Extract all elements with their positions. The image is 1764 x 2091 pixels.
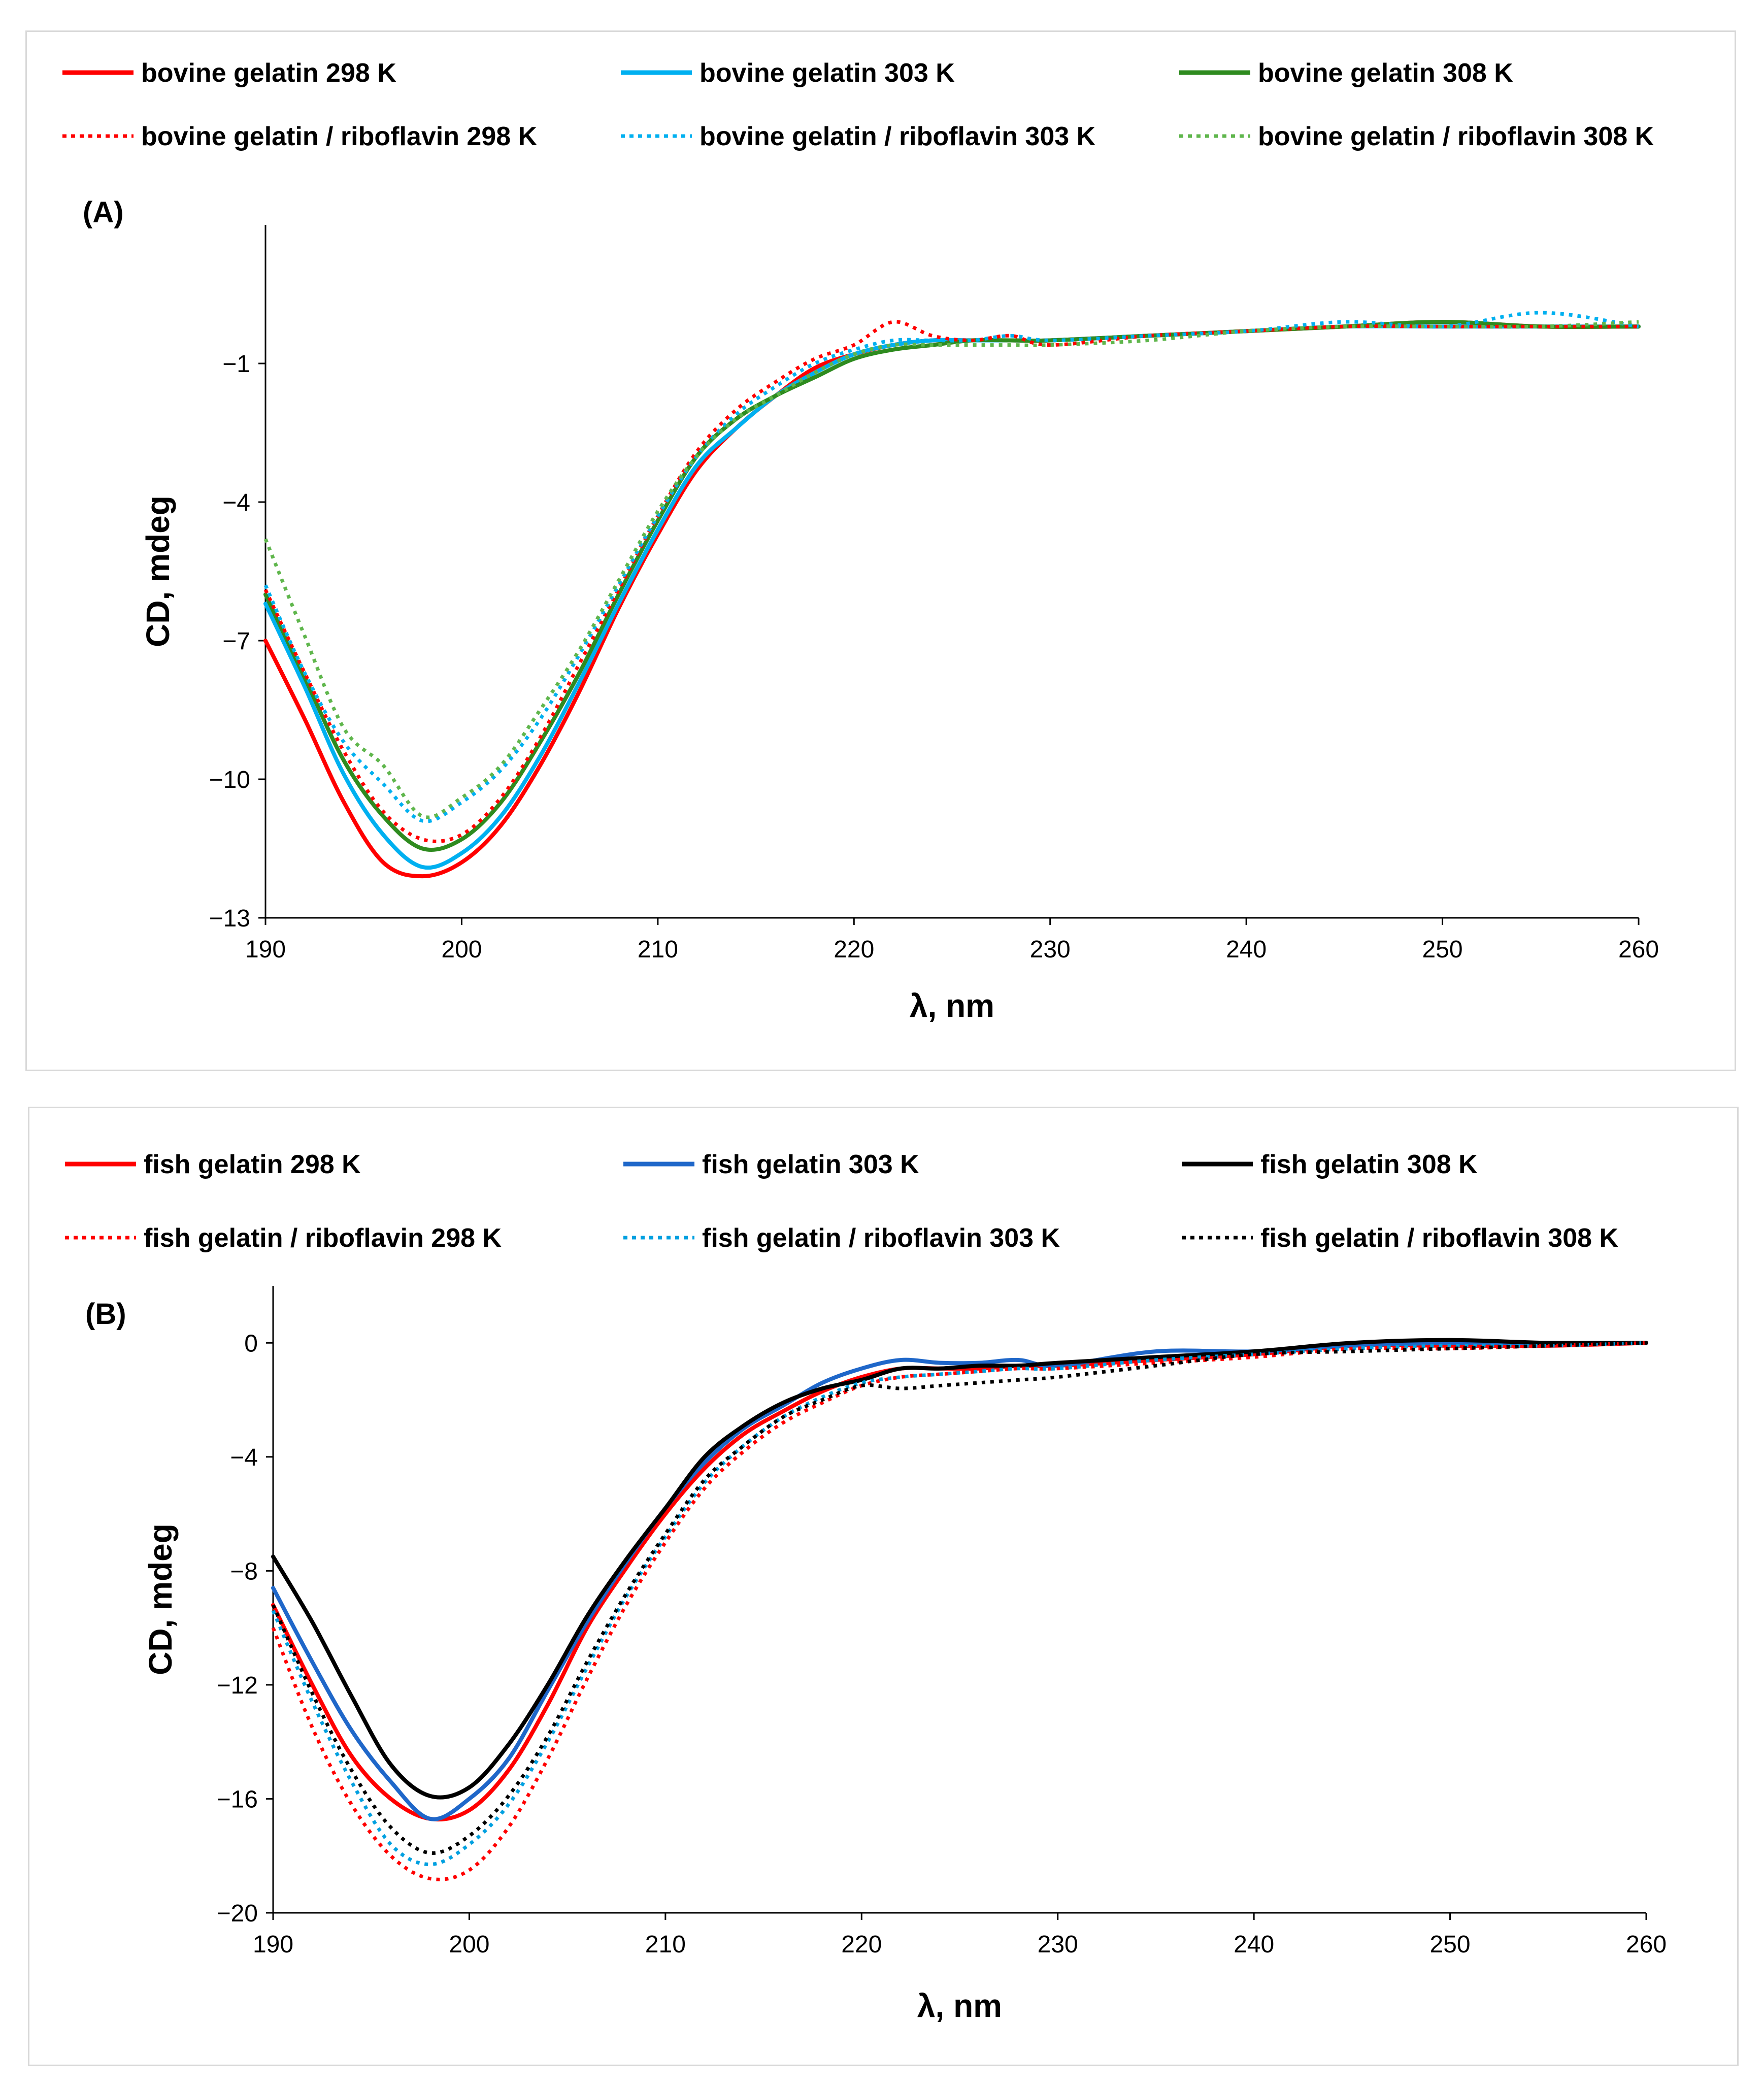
x-axis-title-b: λ, nm [917,1987,1002,2024]
series-line-b-3 [271,1341,1647,1881]
x-tick-label-b-5: 240 [1234,1931,1274,1958]
legend-label-a-4: bovine gelatin / riboflavin 303 K [700,122,1096,151]
panel-label-a: (A) [83,196,124,229]
y-tick-label-a-3: −10 [209,767,250,793]
legend-label-b-1: fish gelatin 303 K [702,1150,919,1179]
y-tick-label-a-4: −13 [209,905,250,932]
series-line-b-4 [271,1341,1647,1867]
legend-label-a-1: bovine gelatin 303 K [700,58,955,88]
series-line-a-5 [263,320,1639,819]
x-tick-label-a-6: 250 [1422,936,1463,963]
x-tick-label-b-0: 190 [253,1931,293,1958]
legend-label-b-0: fish gelatin 298 K [144,1150,361,1179]
x-tick-label-b-2: 210 [645,1931,686,1958]
legend-label-a-5: bovine gelatin / riboflavin 308 K [1258,122,1654,151]
chart-a-svg: bovine gelatin 298 K bovine gelatin 303 K… [62,58,1659,1024]
series-line-a-2 [263,320,1641,852]
chart-panel-a: bovine gelatin 298 K bovine gelatin 303 K… [25,30,1736,1071]
y-tick-label-b-3: −12 [217,1672,258,1699]
series-line-b-2 [271,1338,1648,1800]
y-tick-label-b-4: −16 [217,1786,258,1813]
x-tick-label-a-0: 190 [245,936,286,963]
legend-label-b-5: fish gelatin / riboflavin 308 K [1260,1223,1618,1253]
series-line-b-5 [271,1341,1647,1855]
x-tick-label-a-5: 240 [1226,936,1267,963]
legend-label-a-0: bovine gelatin 298 K [141,58,396,88]
x-tick-label-a-2: 210 [638,936,678,963]
chart-panel-b: fish gelatin 298 K fish gelatin 303 K fish… [28,1107,1739,2066]
panel-label-b: (B) [85,1298,126,1331]
legend-label-b-3: fish gelatin / riboflavin 298 K [144,1223,502,1253]
x-tick-label-b-7: 260 [1626,1931,1667,1958]
series-line-b-0 [271,1341,1648,1821]
y-tick-label-a-2: −7 [222,628,250,655]
series-line-a-1 [263,324,1641,870]
x-tick-label-a-1: 200 [441,936,482,963]
series-line-a-4 [263,311,1639,823]
y-tick-label-b-1: −4 [230,1444,258,1471]
y-tick-label-b-5: −20 [217,1900,258,1927]
x-tick-label-b-6: 250 [1430,1931,1471,1958]
y-axis-title-b: CD, mdeg [142,1523,179,1675]
x-tick-label-a-7: 260 [1618,936,1659,963]
x-axis-title-a: λ, nm [910,987,994,1024]
x-tick-label-b-3: 220 [841,1931,882,1958]
y-tick-label-b-2: −8 [230,1558,258,1585]
chart-b-svg: fish gelatin 298 K fish gelatin 303 K fish… [65,1150,1667,2024]
series-line-b-1 [271,1340,1648,1821]
y-tick-label-a-0: −1 [222,351,250,378]
y-tick-label-b-0: 0 [244,1330,258,1357]
x-tick-label-a-3: 220 [834,936,874,963]
x-tick-label-b-4: 230 [1038,1931,1078,1958]
legend-label-a-3: bovine gelatin / riboflavin 298 K [141,122,538,151]
legend-label-a-2: bovine gelatin 308 K [1258,58,1513,88]
legend-label-b-4: fish gelatin / riboflavin 303 K [702,1223,1060,1253]
x-tick-label-a-4: 230 [1030,936,1071,963]
legend-label-b-2: fish gelatin 308 K [1260,1150,1478,1179]
y-axis-title-a: CD, mdeg [140,495,176,647]
y-tick-label-a-1: −4 [222,489,250,516]
series-line-a-3 [263,320,1639,843]
x-tick-label-b-1: 200 [449,1931,489,1958]
